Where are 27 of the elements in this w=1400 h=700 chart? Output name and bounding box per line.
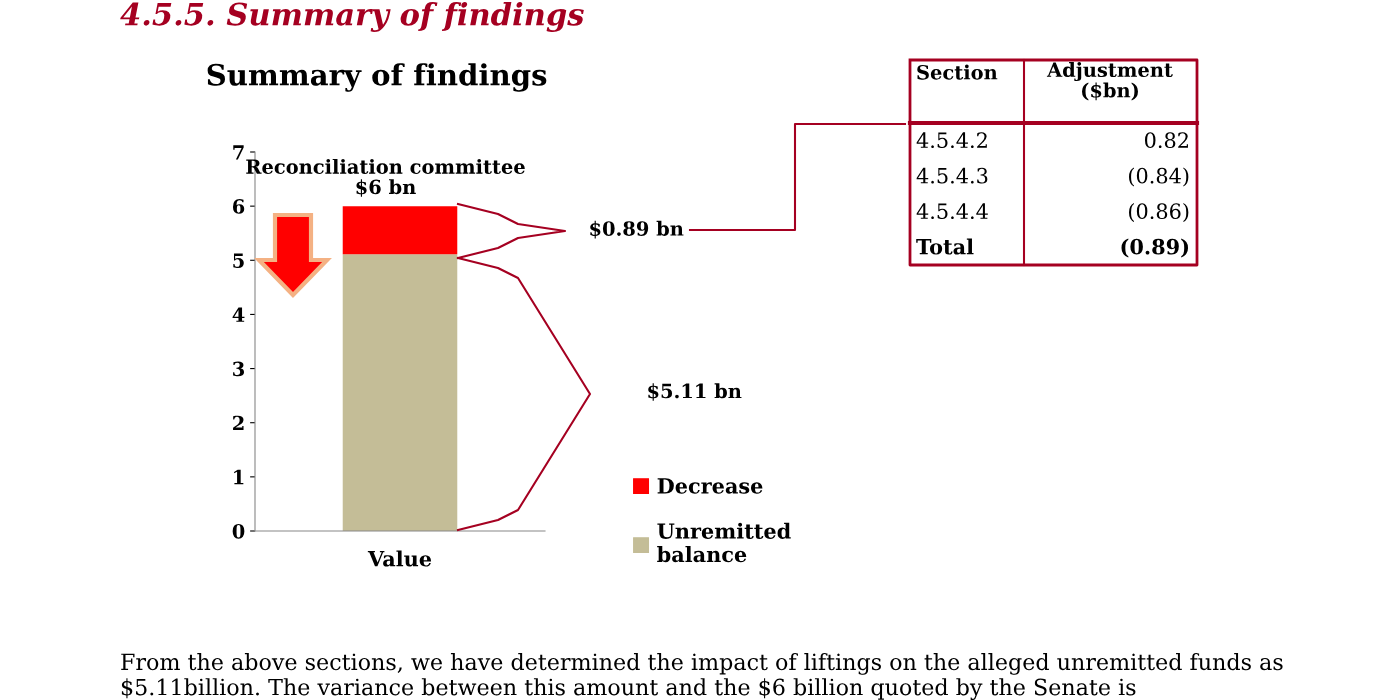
text: (0.89) <box>1121 238 1189 258</box>
text: Section <box>917 64 998 80</box>
y-tick-label: 6 <box>232 199 245 214</box>
text: $5.11 bn <box>648 383 742 401</box>
y-tick-label: 5 <box>233 253 244 268</box>
x-tick-label: Value <box>367 550 432 567</box>
y-tick-label: 1 <box>234 469 244 485</box>
y-tick-label: 2 <box>233 415 244 431</box>
chart-title: Summary of findings <box>207 63 547 92</box>
text: 4.5.4.2 <box>916 132 987 149</box>
text: From the above sections, we have determined the impact of liftings on the alleged unremitted funds as $5.11billion. The variance between this amount and the $6 billion quoted by the Senate is <box>121 653 1283 700</box>
y-tick-label: 3 <box>233 361 245 377</box>
y-tick-label: 0 <box>232 523 245 539</box>
text: 0.82 <box>1144 132 1188 149</box>
text: 4.5.4.3 <box>916 167 988 184</box>
legend-label: Decrease <box>657 478 763 494</box>
legend-label: Unremitted balance <box>657 522 791 563</box>
text: 4.5.4.4 <box>916 203 988 220</box>
y-tick-label: 7 <box>233 145 244 160</box>
text: 4.5.5. Summary of findings <box>120 2 584 33</box>
y-tick-label: 4 <box>232 307 245 322</box>
text: Adjustment ($bn) <box>1046 62 1173 101</box>
text: Total <box>916 238 974 255</box>
text: (0.84) <box>1129 167 1189 187</box>
annotation: Reconciliation committee $6 bn <box>246 158 525 197</box>
text: $0.89 bn <box>590 220 684 239</box>
text: (0.86) <box>1129 202 1189 222</box>
